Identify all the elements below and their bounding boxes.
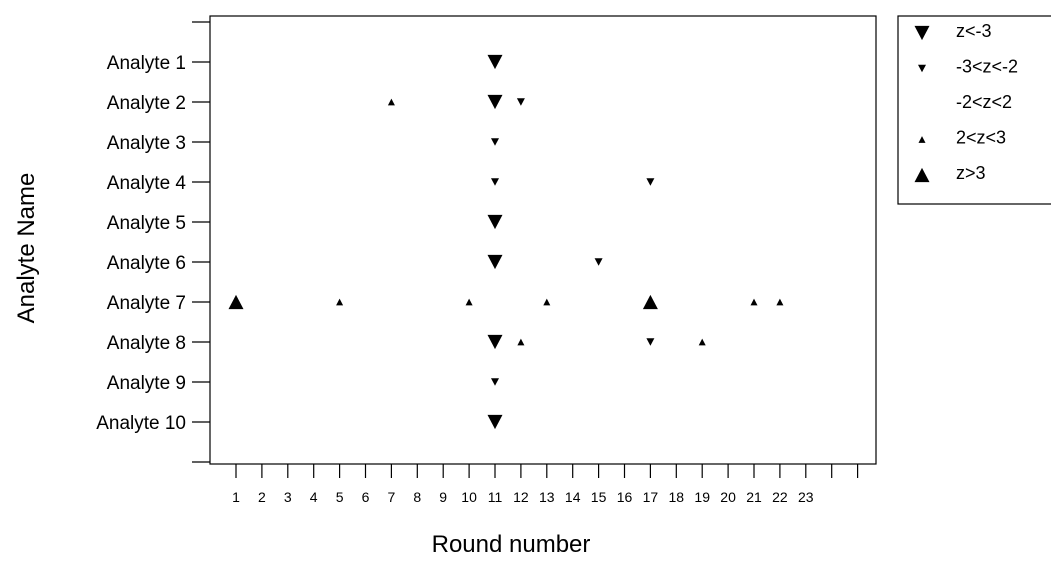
data-point-small-up [543,298,551,306]
x-tick-label: 23 [798,489,814,505]
x-tick-label: 13 [539,489,555,505]
data-point-small-up [750,298,758,306]
data-point-small-up [387,98,395,106]
data-points [228,54,784,430]
x-tick-label: 2 [258,489,266,505]
x-tick-label: 9 [439,489,447,505]
y-tick-label: Analyte 9 [107,373,186,394]
data-point-small-down [516,98,525,106]
data-point-big-down [487,214,503,230]
legend-label: z>3 [956,163,986,183]
legend: z<-3 -3<z<-2 -2<z<2 2<z<3 z>3 [897,15,1051,205]
x-tick-label: 8 [413,489,421,505]
legend-marker-big-up [914,167,930,183]
legend-label: z<-3 [956,21,992,41]
x-tick-label: 18 [669,489,685,505]
data-point-small-down [646,338,655,346]
x-tick-label: 3 [284,489,292,505]
x-tick-label: 6 [362,489,370,505]
data-point-big-up [228,294,244,310]
data-point-small-down [491,138,499,146]
y-tick-label: Analyte 5 [107,213,186,234]
data-point-big-down [487,414,503,430]
x-axis-title: Round number [432,531,591,558]
x-tick-label: 16 [617,489,633,505]
y-tick-label: Analyte 10 [96,413,186,434]
data-point-big-up [642,294,658,310]
y-tick-label: Analyte 7 [107,293,186,314]
x-tick-label: 19 [694,489,710,505]
x-tick-label: 15 [591,489,607,505]
data-point-small-up [465,298,473,306]
data-point-small-down [594,258,603,266]
legend-marker-small-down [918,64,926,73]
data-point-small-up [698,338,706,346]
x-tick-label: 20 [720,489,736,505]
legend-box [897,15,1051,205]
x-tick-label: 14 [565,489,581,505]
y-axis: Analyte 1 Analyte 2 Analyte 3 Analyte 4 Anal… [96,21,210,463]
legend-label: -2<z<2 [956,92,1012,112]
data-point-big-down [487,54,503,70]
y-tick-label: Analyte 2 [107,93,186,114]
data-point-small-down [491,378,499,386]
data-point-big-down [487,334,503,350]
x-tick-label: 21 [746,489,762,505]
data-point-small-up [517,338,525,346]
x-tick-label: 17 [643,489,659,505]
data-point-small-up [336,298,344,306]
plot-frame [209,15,877,465]
y-tick-label: Analyte 8 [107,333,186,354]
y-tick-label: Analyte 4 [107,173,187,194]
y-axis-title: Analyte Name [13,173,40,324]
x-tick-label: 22 [772,489,788,505]
legend-label: -3<z<-2 [956,57,1018,77]
y-tick-label: Analyte 6 [107,253,186,274]
x-tick-label: 1 [232,489,240,505]
y-tick-label: Analyte 3 [107,133,186,154]
legend-label: 2<z<3 [956,128,1006,148]
data-point-big-down [487,254,503,270]
x-tick-label: 5 [336,489,344,505]
x-tick-label: 4 [310,489,318,505]
legend-marker-big-down [914,25,930,41]
x-tick-label: 10 [461,489,477,505]
x-tick-label: 12 [513,489,529,505]
x-axis: 1 2 3 4 5 6 7 8 9 10 11 12 13 14 15 16 17 18 19 20 21 22 23 [232,464,859,505]
data-point-small-up [776,298,784,306]
data-point-big-down [487,94,503,110]
data-point-small-down [491,178,499,186]
x-tick-label: 7 [388,489,396,505]
x-tick-label: 11 [488,489,503,505]
legend-marker-small-up [918,136,926,143]
y-tick-label: Analyte 1 [107,53,186,74]
data-point-small-down [646,178,655,186]
